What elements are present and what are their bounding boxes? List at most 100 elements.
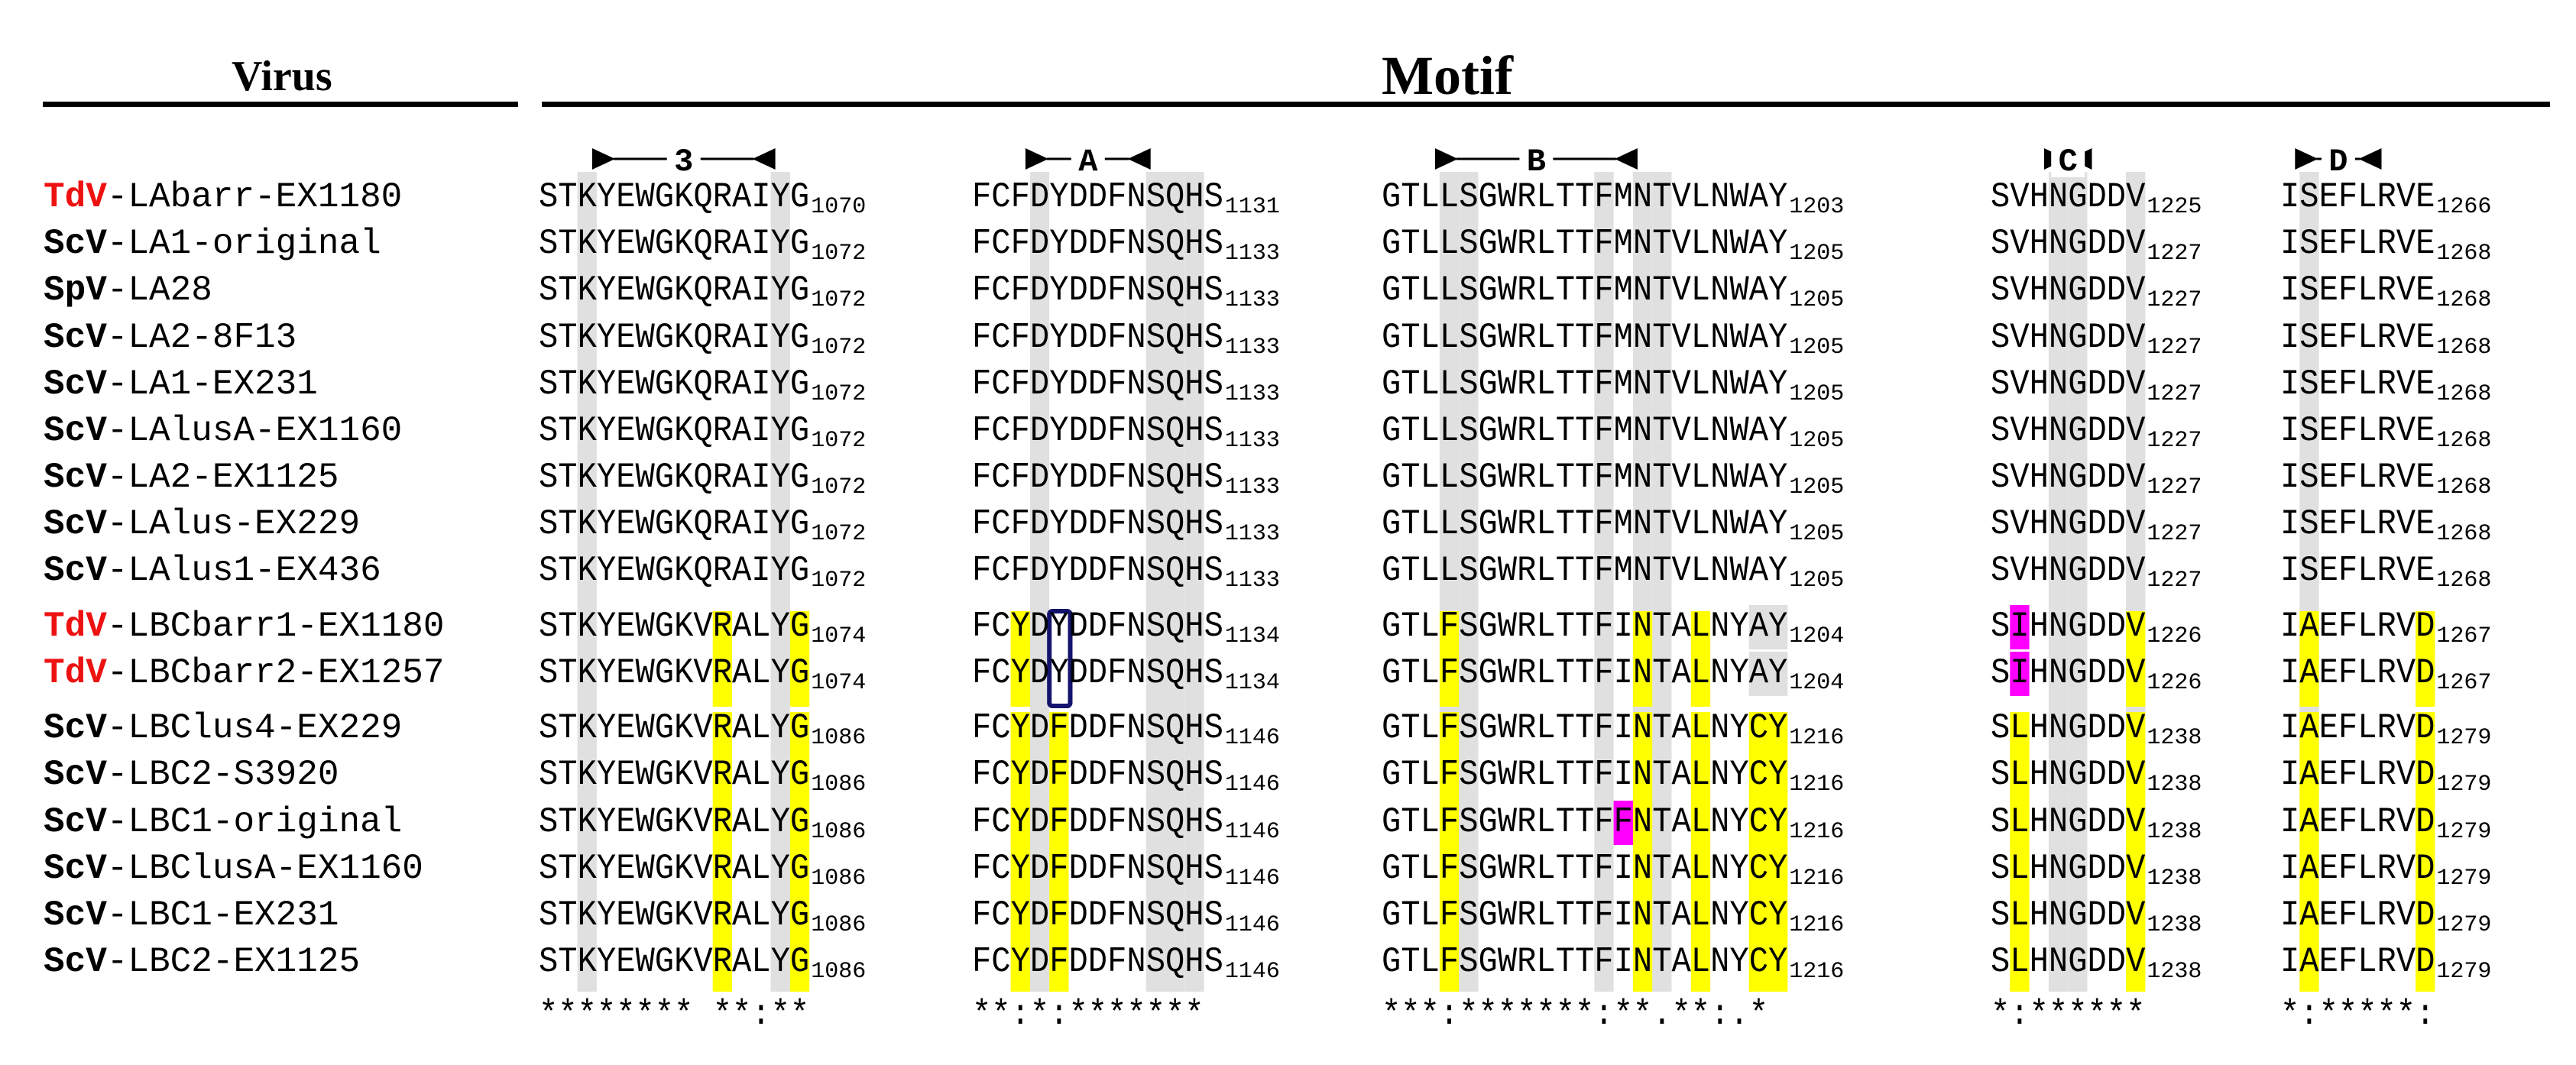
motif-bracket-D: D (2295, 141, 2382, 180)
yellow-column-highlight (1010, 712, 1030, 992)
bracket-arrow-left (1127, 148, 1151, 170)
strain-name: -LA1-original (107, 224, 381, 264)
motif-sequence: FCFDYDDFNSQHS (972, 318, 1223, 358)
residue-position-number: 1227 (2147, 381, 2202, 407)
residue-position-number: 1226 (2147, 670, 2202, 696)
motif-sequence: FCFDYDDFNSQHS (972, 270, 1223, 310)
sequence-row: TdV-LBCbarr1-EX1180 STKYEWGKVRALYG 1074 FCY… (44, 607, 2491, 649)
gray-residue-highlight (1768, 652, 1788, 696)
yellow-column-highlight (2126, 712, 2146, 992)
motif-bracket-C: C (2043, 141, 2092, 180)
bracket-label-bg (2051, 141, 2085, 177)
residue-position-number: 1279 (2436, 725, 2491, 751)
residue-position-number: 1216 (1789, 912, 1844, 938)
motif-sequence: STKYEWGKQRAIYG (539, 364, 809, 404)
motif-sequence: GTLFSGWRLTTFFNTALNYCY (1382, 802, 1787, 842)
strain-name: -LA1-EX231 (107, 364, 318, 404)
motif-sequence: SIHNGDDV (1991, 653, 2146, 693)
yellow-column-highlight (1632, 712, 1653, 992)
residue-position-number: 1268 (2436, 335, 2491, 361)
motif-sequence: STKYEWGKVRALYG (539, 607, 809, 646)
gray-residue-highlight (1748, 605, 1768, 649)
virus-label: ScV-LA1-EX231 (44, 364, 318, 404)
residue-position-number: 1226 (2147, 623, 2202, 649)
virus-label: SpV-LA28 (44, 270, 212, 310)
motif-sequence: FCFDYDDFNSQHS (972, 458, 1223, 497)
bracket-arrow-right (591, 148, 615, 170)
magenta-residue-highlight (1613, 801, 1633, 845)
residue-position-number: 1266 (2436, 194, 2491, 220)
virus-label: TdV-LBCbarr1-EX1180 (44, 607, 445, 646)
virus-prefix: ScV (44, 708, 107, 748)
residue-position-number: 1216 (1789, 959, 1844, 985)
residue-position-number: 1268 (2436, 568, 2491, 594)
yellow-column-highlight (712, 611, 732, 707)
sequence-row: ScV-LBC2-EX1125 STKYEWGKVRALYG 1086 FCYDFDD… (44, 942, 2491, 985)
motif-sequence: IAEFLRVD (2280, 802, 2435, 842)
residue-position-number: 1086 (811, 772, 866, 798)
motif-sequence: FCFDYDDFNSQHS (972, 504, 1223, 544)
yellow-column-highlight (2416, 611, 2435, 707)
residue-position-number: 1279 (2436, 866, 2491, 892)
bracket-label-bg (2321, 141, 2355, 177)
motif-sequence: IAEFLRVD (2280, 653, 2435, 693)
residue-position-number: 1072 (811, 287, 866, 313)
motif-sequence: SVHNGDDV (1991, 318, 2146, 358)
motif-sequence: FCFDYDDFNSQHS (972, 411, 1223, 451)
motif-sequence: GTLLSGWRLTTFMNTVLNWAY (1382, 224, 1787, 264)
residue-position-number: 1227 (2147, 568, 2202, 594)
residue-position-number: 1133 (1225, 241, 1280, 267)
strain-name: -LA28 (107, 270, 212, 310)
motif-sequence: SLHNGDDV (1991, 942, 2146, 982)
motif-sequence: ISEFLRVE (2280, 364, 2435, 404)
yellow-column-highlight (1439, 712, 1460, 992)
yellow-column-highlight (2299, 712, 2319, 992)
residue-position-number: 1238 (2147, 959, 2202, 985)
motif-sequence: SVHNGDDV (1991, 411, 2146, 451)
residue-position-number: 1146 (1225, 912, 1280, 938)
virus-prefix: ScV (44, 504, 107, 544)
virus-prefix: ScV (44, 411, 107, 451)
sequence-row: SpV-LA28 STKYEWGKQRAIYG 1072 FCFDYDDFNSQHS 1… (44, 270, 2491, 313)
virus-label: ScV-LBC2-EX1125 (44, 942, 360, 982)
motif-sequence: SVHNGDDV (1991, 504, 2146, 544)
motif-sequence: STKYEWGKQRAIYG (539, 224, 809, 264)
bracket-arrow-right (1434, 148, 1458, 170)
residue-position-number: 1203 (1789, 194, 1844, 220)
residue-position-number: 1238 (2147, 725, 2202, 751)
residue-position-number: 1134 (1225, 670, 1280, 696)
residue-position-number: 1227 (2147, 241, 2202, 267)
residue-position-number: 1267 (2436, 623, 2491, 649)
gray-column-highlight (1594, 172, 1614, 992)
virus-label: ScV-LBC1-EX231 (44, 895, 339, 935)
strain-name: -LAlus1-EX436 (107, 551, 381, 591)
motif-sequence: GTLLSGWRLTTFMNTVLNWAY (1382, 458, 1787, 497)
motif-sequence: GTLLSGWRLTTFMNTVLNWAY (1382, 364, 1787, 404)
motif-sequence: FCYDFDDFNSQHS (972, 895, 1223, 935)
residue-position-number: 1216 (1789, 725, 1844, 751)
residue-position-number: 1227 (2147, 474, 2202, 500)
sequence-row: TdV-LBCbarr2-EX1257 STKYEWGKVRALYG 1074 FCY… (44, 653, 2491, 696)
sequence-row: ScV-LBC2-S3920 STKYEWGKVRALYG 1086 FCYDFDDF… (44, 755, 2491, 798)
bracket-label-bg (666, 141, 701, 177)
residue-position-number: 1268 (2436, 521, 2491, 547)
gray-residue-highlight (1748, 652, 1768, 696)
motif-sequence: ISEFLRVE (2280, 458, 2435, 497)
motif-sequence: STKYEWGKVRALYG (539, 849, 809, 889)
conservation-symbols: *:*****: (2280, 995, 2435, 1034)
residue-position-number: 1216 (1789, 819, 1844, 845)
residue-position-number: 1133 (1225, 335, 1280, 361)
motif-sequence: STKYEWGKVRALYG (539, 942, 809, 982)
motif-label: A (1078, 144, 1098, 180)
motif-sequence: GTLFSGWRLTTFINTALNYAY (1382, 653, 1787, 693)
motif-sequence: ISEFLRVE (2280, 551, 2435, 591)
motif-bracket-3: 3 (591, 141, 776, 180)
sequence-row: ScV-LA1-EX231 STKYEWGKQRAIYG 1072 FCFDYDDFN… (44, 364, 2491, 407)
sequence-row: ScV-LBClus4-EX229 STKYEWGKVRALYG 1086 FCYDF… (44, 708, 2491, 751)
residue-position-number: 1133 (1225, 474, 1280, 500)
motif-sequence: STKYEWGKVRALYG (539, 708, 809, 748)
sequence-row: ScV-LA1-original STKYEWGKQRAIYG 1072 FCFDYD… (44, 224, 2491, 267)
bracket-arrow-left (752, 148, 776, 170)
residue-position-number: 1227 (2147, 428, 2202, 454)
residue-position-number: 1133 (1225, 521, 1280, 547)
